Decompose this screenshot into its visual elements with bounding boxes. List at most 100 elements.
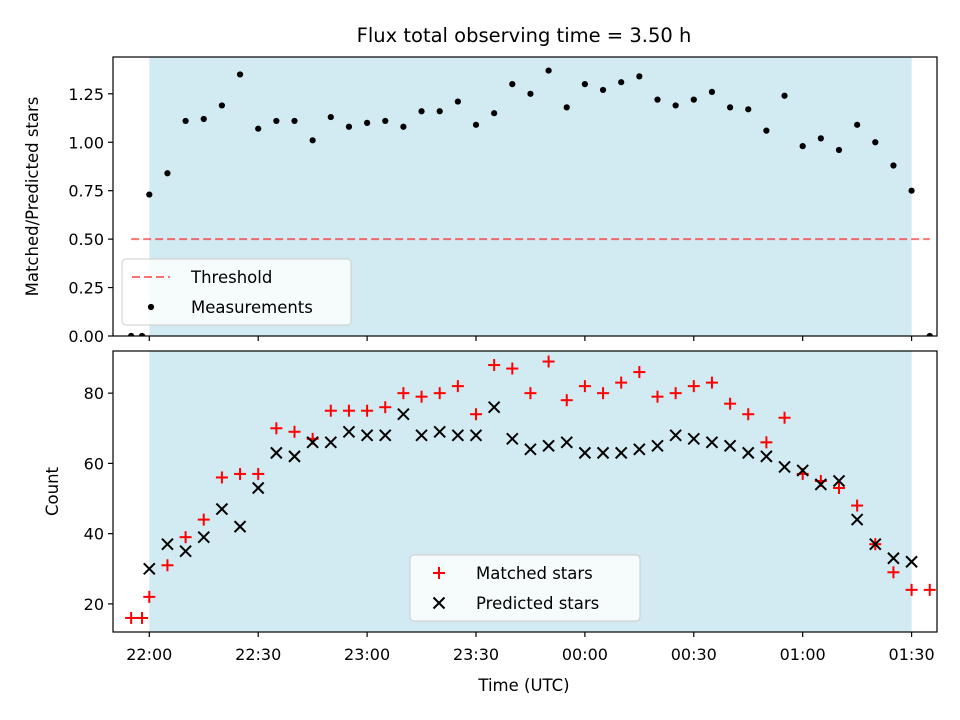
predicted-marker-b: [832, 474, 846, 488]
predicted-marker-b: [578, 446, 592, 460]
measurement-point: [218, 102, 225, 109]
x-axis-label: Time (UTC): [477, 676, 569, 695]
measurement-point: [291, 117, 298, 125]
predicted-stars-marker: [687, 432, 701, 446]
measurement-point: [327, 113, 334, 121]
predicted-marker-b: [487, 400, 501, 414]
matched-stars-marker: [179, 531, 192, 544]
predicted-marker-b: [596, 446, 610, 460]
legend-predicted-label: Predicted stars: [476, 594, 599, 613]
measurement-point: [472, 121, 480, 128]
y-tick-label: 0.00: [68, 327, 104, 346]
predicted-marker-b: [796, 464, 809, 477]
predicted-marker-b: [869, 537, 882, 551]
matched-stars-marker: [161, 559, 174, 572]
measurement-point: [654, 96, 661, 103]
matched-stars-marker: [197, 513, 210, 526]
predicted-marker-b: [614, 446, 628, 460]
predicted-marker-b: [215, 502, 229, 516]
matched-stars-marker: [524, 387, 537, 400]
legend-threshold-label: Threshold: [190, 268, 272, 287]
measurement-point: [708, 88, 716, 95]
y-tick-label: 20: [84, 595, 104, 614]
measurement-point: [581, 81, 588, 88]
count-axis-label: Count: [43, 466, 62, 516]
matched-stars-marker: [433, 387, 446, 400]
measurement-point: [363, 119, 371, 126]
predicted-stars-marker: [451, 429, 465, 442]
measurement-point: [835, 146, 843, 154]
matched-stars-marker: [832, 481, 845, 494]
predicted-marker-b: [506, 432, 519, 446]
matched-stars-marker: [724, 397, 737, 410]
predicted-stars-marker: [270, 446, 283, 460]
matched-stars-marker: [669, 387, 682, 400]
measurement-point: [200, 115, 207, 123]
x-tick-label: 22:00: [126, 645, 172, 664]
predicted-stars-marker: [324, 436, 338, 449]
predicted-marker-b: [379, 429, 392, 442]
measurement-point: [436, 108, 443, 115]
matched-stars-marker: [215, 471, 228, 484]
y-tick-label: 1.25: [68, 85, 104, 104]
predicted-marker-b: [542, 439, 555, 453]
matched-stars-marker: [252, 467, 265, 480]
predicted-stars-marker: [578, 446, 592, 460]
measurement-point: [164, 170, 171, 177]
predicted-marker-b: [415, 429, 428, 442]
predicted-stars-marker: [342, 425, 356, 438]
predicted-stars-marker: [415, 429, 428, 442]
predicted-marker-b: [905, 555, 918, 568]
predicted-stars-marker: [379, 429, 392, 442]
measurement-point: [309, 137, 316, 144]
legend-predicted-swatch-b: [432, 596, 446, 610]
matched-stars-marker: [851, 499, 864, 512]
y-tick-label: 60: [84, 454, 104, 473]
predicted-stars-marker: [869, 537, 882, 551]
matched-stars-marker: [361, 404, 374, 417]
x-tick-label: 22:30: [235, 645, 281, 664]
predicted-marker-b: [742, 446, 755, 460]
predicted-marker-b: [143, 562, 156, 575]
measurement-point: [763, 127, 770, 134]
legend-measurements-label: Measurements: [191, 298, 313, 317]
predicted-marker-b: [524, 443, 537, 456]
x-tick-label: 23:30: [453, 645, 499, 664]
predicted-stars-marker: [360, 429, 374, 442]
predicted-marker-b: [306, 436, 319, 449]
measurement-point: [545, 67, 552, 74]
predicted-stars-marker: [887, 552, 900, 565]
legend: Threshold Measurements: [121, 258, 352, 326]
predicted-stars-marker: [542, 439, 555, 453]
predicted-marker-b: [197, 530, 210, 544]
matched-stars-marker: [597, 387, 610, 400]
matched-stars-marker: [633, 366, 646, 379]
predicted-marker-b: [324, 436, 338, 449]
predicted-marker-b: [705, 436, 719, 449]
predicted-marker-b: [469, 429, 483, 442]
matched-stars-marker: [705, 376, 718, 389]
matched-stars-marker: [905, 583, 918, 596]
ratio-panel: 0.00 0.25 0.50 0.75 1.00 1.25 Matched/Predicte…: [23, 56, 938, 346]
predicted-stars-marker: [469, 429, 483, 442]
measurement-point: [618, 79, 625, 86]
matched-stars-marker: [560, 394, 573, 407]
matched-stars-marker: [488, 359, 501, 372]
predicted-stars-marker: [832, 474, 846, 488]
matched-stars-marker: [288, 425, 301, 438]
y-tick-label: 40: [84, 525, 104, 544]
measurement-point: [182, 117, 189, 125]
predicted-stars-marker: [778, 460, 791, 474]
count-panel: 20 40 60 80 22:00 22:30 23:00 23:30 00:00 00:30 01…: [43, 350, 938, 664]
measurement-point: [273, 117, 280, 125]
x-tick-label: 00:00: [562, 645, 608, 664]
matched-stars-marker: [687, 380, 700, 393]
predicted-stars-marker: [651, 439, 664, 453]
measurement-point: [636, 73, 643, 80]
ratio-axis-label: Matched/Predicted stars: [23, 97, 42, 297]
predicted-marker-b: [288, 450, 301, 463]
predicted-stars-marker: [596, 446, 610, 460]
predicted-marker-b: [179, 545, 192, 558]
measurement-point: [138, 332, 146, 336]
predicted-marker-b: [814, 478, 828, 491]
